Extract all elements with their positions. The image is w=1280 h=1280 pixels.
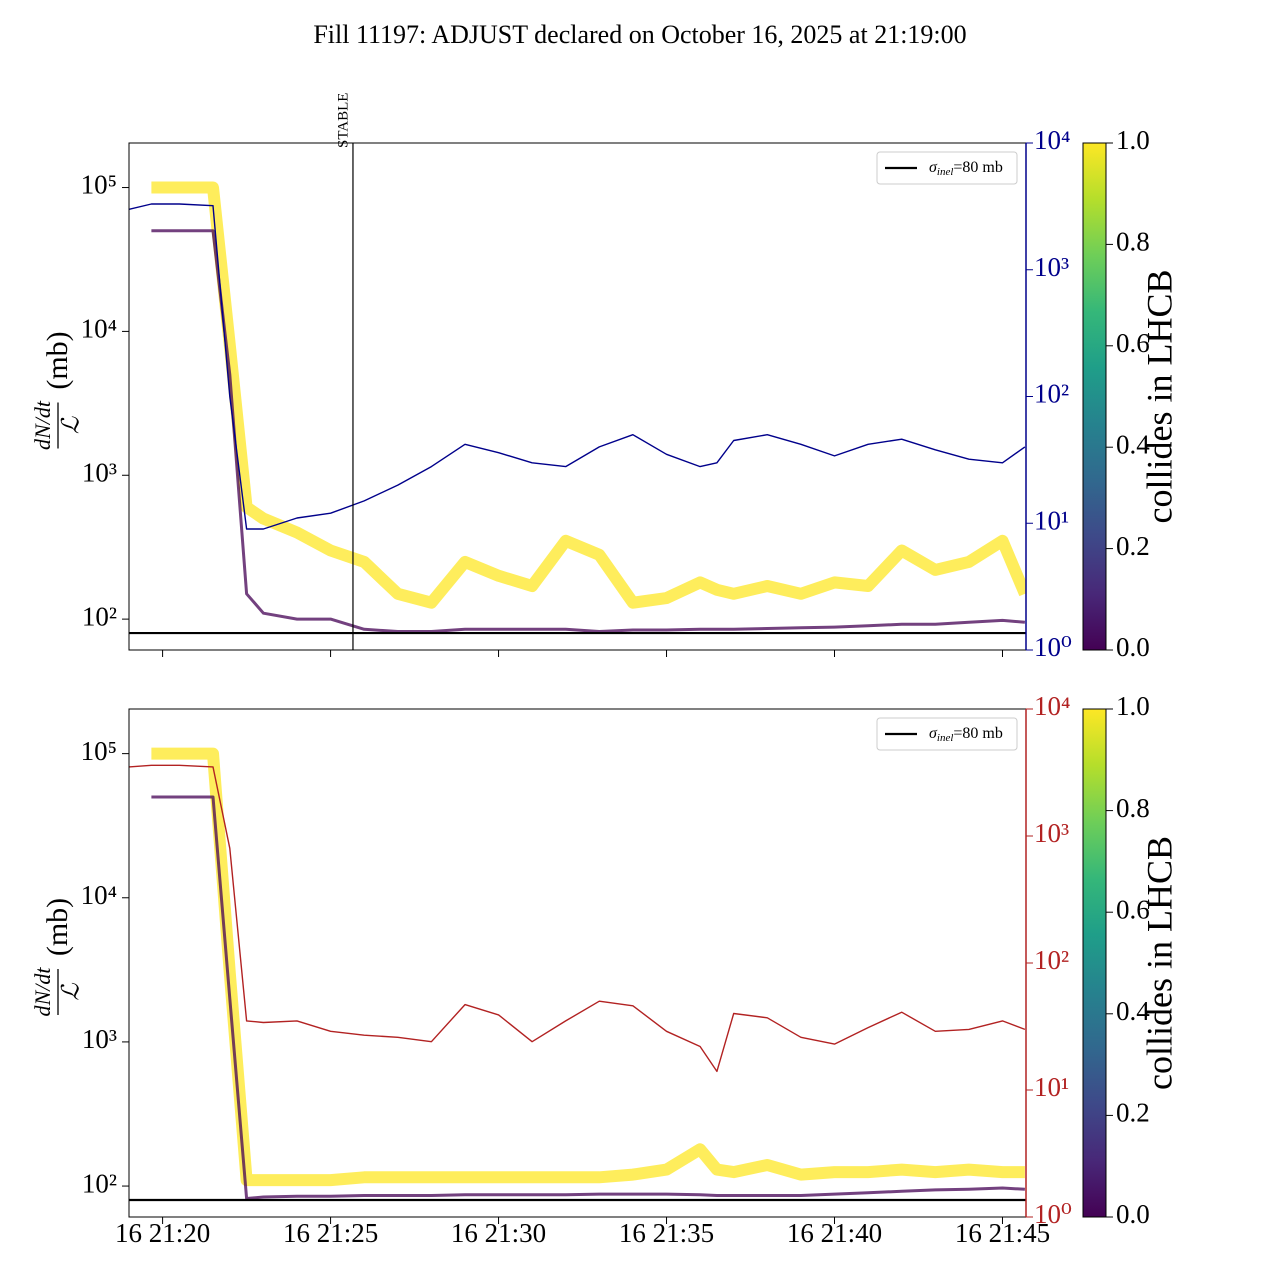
rate-line [129, 203, 1026, 530]
colorbar-tick-label: 0.0 [1116, 1199, 1150, 1229]
y-label-unit: (mb) [41, 331, 74, 389]
y-label-numerator: dN/dt [30, 400, 55, 450]
colorbar-tick-label: 0.6 [1116, 328, 1150, 358]
y-tick-label: 10⁴ [81, 314, 117, 344]
y2-tick-label: 10⁴ [1034, 125, 1070, 155]
y2-tick-label: 10⁰ [1034, 632, 1072, 662]
colorbar-label: collides in LHCB [1139, 270, 1179, 524]
y-tick-label: 10⁵ [81, 170, 117, 200]
y-tick-label: 10⁴ [81, 880, 117, 910]
y-label-denominator: ℒ [59, 983, 85, 1001]
y2-tick-label: 10⁴ [1034, 691, 1070, 721]
y-label-denominator: ℒ [59, 416, 85, 434]
y-tick-label: 10⁵ [81, 736, 117, 766]
figure-title: Fill 11197: ADJUST declared on October 1… [313, 20, 966, 49]
colorbar-tick-label: 0.4 [1116, 429, 1150, 459]
x-tick-label: 16 21:40 [787, 1218, 882, 1248]
colorbar-tick-label: 0.8 [1116, 227, 1150, 257]
panel: STABLE 10² 10³ 10⁴ 10⁵ 10⁰ 10¹ 10² 10³ 10⁴ dN/dt ℒ (… [30, 93, 1179, 663]
y2-tick-label: 10³ [1034, 252, 1069, 282]
colorbar-tick-label: 0.2 [1116, 1098, 1150, 1128]
y2-tick-label: 10⁰ [1034, 1199, 1072, 1229]
axes-frame [128, 142, 1027, 651]
y2-tick-label: 10¹ [1034, 1072, 1069, 1102]
legend-symbol: σ [929, 725, 938, 742]
legend-subscript: inel [937, 732, 954, 744]
colorbar [1082, 708, 1107, 1218]
x-tick-label: 16 21:25 [283, 1218, 378, 1248]
y-label: dN/dt ℒ (mb) [30, 898, 84, 1017]
colorbar-tick-label: 0.2 [1116, 531, 1150, 561]
x-tick-label: 16 21:20 [115, 1218, 210, 1248]
panel: 10² 10³ 10⁴ 10⁵ 10⁰ 10¹ 10² 10³ 10⁴ 16 21:20 16 21… [30, 691, 1179, 1248]
bunch-trace [151, 747, 1025, 1187]
y2-tick-label: 10² [1034, 945, 1069, 975]
legend-subscript: inel [937, 166, 954, 178]
rate-line [129, 764, 1026, 1073]
legend-label: σinel=80 mb [929, 159, 1003, 178]
y2-tick-label: 10¹ [1034, 505, 1069, 535]
legend-box [876, 717, 1018, 751]
x-tick-label: 16 21:35 [619, 1218, 714, 1248]
y-tick-label: 10² [82, 601, 117, 631]
colorbar-tick-label: 1.0 [1116, 125, 1150, 155]
bunch-trace [151, 181, 1026, 609]
colorbar-tick-label: 0.6 [1116, 894, 1150, 924]
y2-tick-label: 10² [1034, 379, 1069, 409]
axes-frame [128, 708, 1027, 1218]
y-label-unit: (mb) [41, 898, 74, 956]
legend-label: σinel=80 mb [929, 725, 1003, 744]
y-label-numerator: dN/dt [30, 967, 55, 1017]
y-tick-label: 10³ [82, 457, 117, 487]
y-label: dN/dt ℒ (mb) [30, 331, 84, 450]
y-tick-label: 10³ [82, 1024, 117, 1054]
colorbar-tick-label: 0.0 [1116, 632, 1150, 662]
bunch-trace [151, 229, 1026, 633]
colorbar-tick-label: 0.4 [1116, 996, 1150, 1026]
y2-tick-label: 10³ [1034, 818, 1069, 848]
y-tick-label: 10² [82, 1168, 117, 1198]
colorbar-label: collides in LHCB [1139, 836, 1179, 1090]
colorbar-tick-label: 0.8 [1116, 793, 1150, 823]
legend-symbol: σ [929, 159, 938, 176]
bunch-trace [151, 795, 1025, 1200]
x-tick-label: 16 21:45 [955, 1218, 1050, 1248]
stable-label: STABLE [335, 93, 351, 148]
legend-text: =80 mb [953, 725, 1002, 742]
colorbar [1082, 142, 1107, 651]
x-tick-label: 16 21:30 [451, 1218, 546, 1248]
legend-text: =80 mb [953, 159, 1002, 176]
legend-box [876, 151, 1018, 185]
colorbar-tick-label: 1.0 [1116, 691, 1150, 721]
